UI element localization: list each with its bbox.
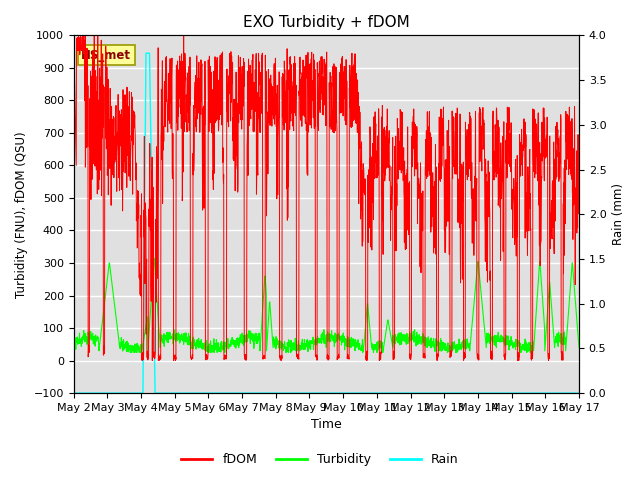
Legend: fDOM, Turbidity, Rain: fDOM, Turbidity, Rain xyxy=(176,448,464,471)
Text: HS_met: HS_met xyxy=(81,48,131,61)
Title: EXO Turbidity + fDOM: EXO Turbidity + fDOM xyxy=(243,15,410,30)
X-axis label: Time: Time xyxy=(311,419,342,432)
Y-axis label: Turbidity (FNU), fDOM (QSU): Turbidity (FNU), fDOM (QSU) xyxy=(15,131,28,298)
Y-axis label: Rain (mm): Rain (mm) xyxy=(612,183,625,245)
